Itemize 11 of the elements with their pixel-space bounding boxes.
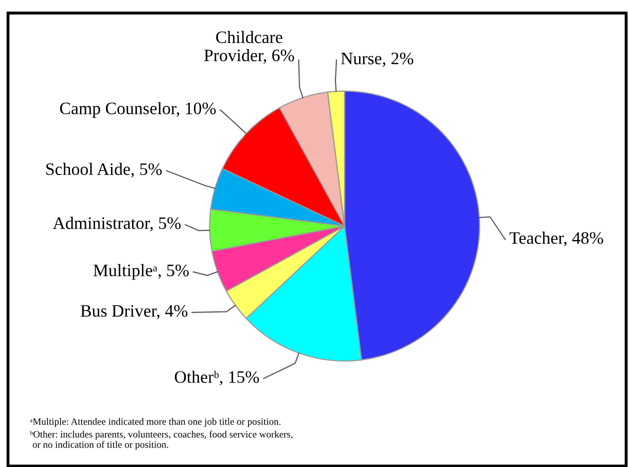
slice-label: School Aide, 5% xyxy=(46,162,162,178)
slice-label: Multipleᵃ, 5% xyxy=(93,264,189,280)
slice-label: Camp Counselor, 10% xyxy=(60,102,216,118)
slice-label: Teacher, 48% xyxy=(510,232,604,246)
slice-label: Otherᵇ, 15% xyxy=(174,370,259,386)
slice-label: Childcare Provider, 6% xyxy=(204,30,294,64)
slice-label: Administrator, 5% xyxy=(52,216,181,232)
text: ᵇOther: includes parents, volunteers, coaches, food service workers, or no indication of title or position. xyxy=(30,430,292,450)
slice-label: Bus Driver, 4% xyxy=(80,305,188,320)
slice-label: Nurse, 2% xyxy=(341,52,414,67)
text: ᵃMultiple: Attendee indicated more than one job title or position. xyxy=(30,418,280,427)
